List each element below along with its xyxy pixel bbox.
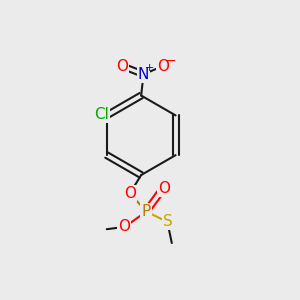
Text: S: S xyxy=(164,214,173,229)
Text: O: O xyxy=(116,58,128,74)
Text: O: O xyxy=(158,182,170,196)
Text: O: O xyxy=(118,219,130,234)
Text: O: O xyxy=(124,186,136,201)
Text: P: P xyxy=(142,204,151,219)
Text: N: N xyxy=(138,67,149,82)
Text: O: O xyxy=(157,58,169,74)
Text: −: − xyxy=(164,54,176,68)
Text: Cl: Cl xyxy=(94,107,109,122)
Text: +: + xyxy=(145,63,154,73)
